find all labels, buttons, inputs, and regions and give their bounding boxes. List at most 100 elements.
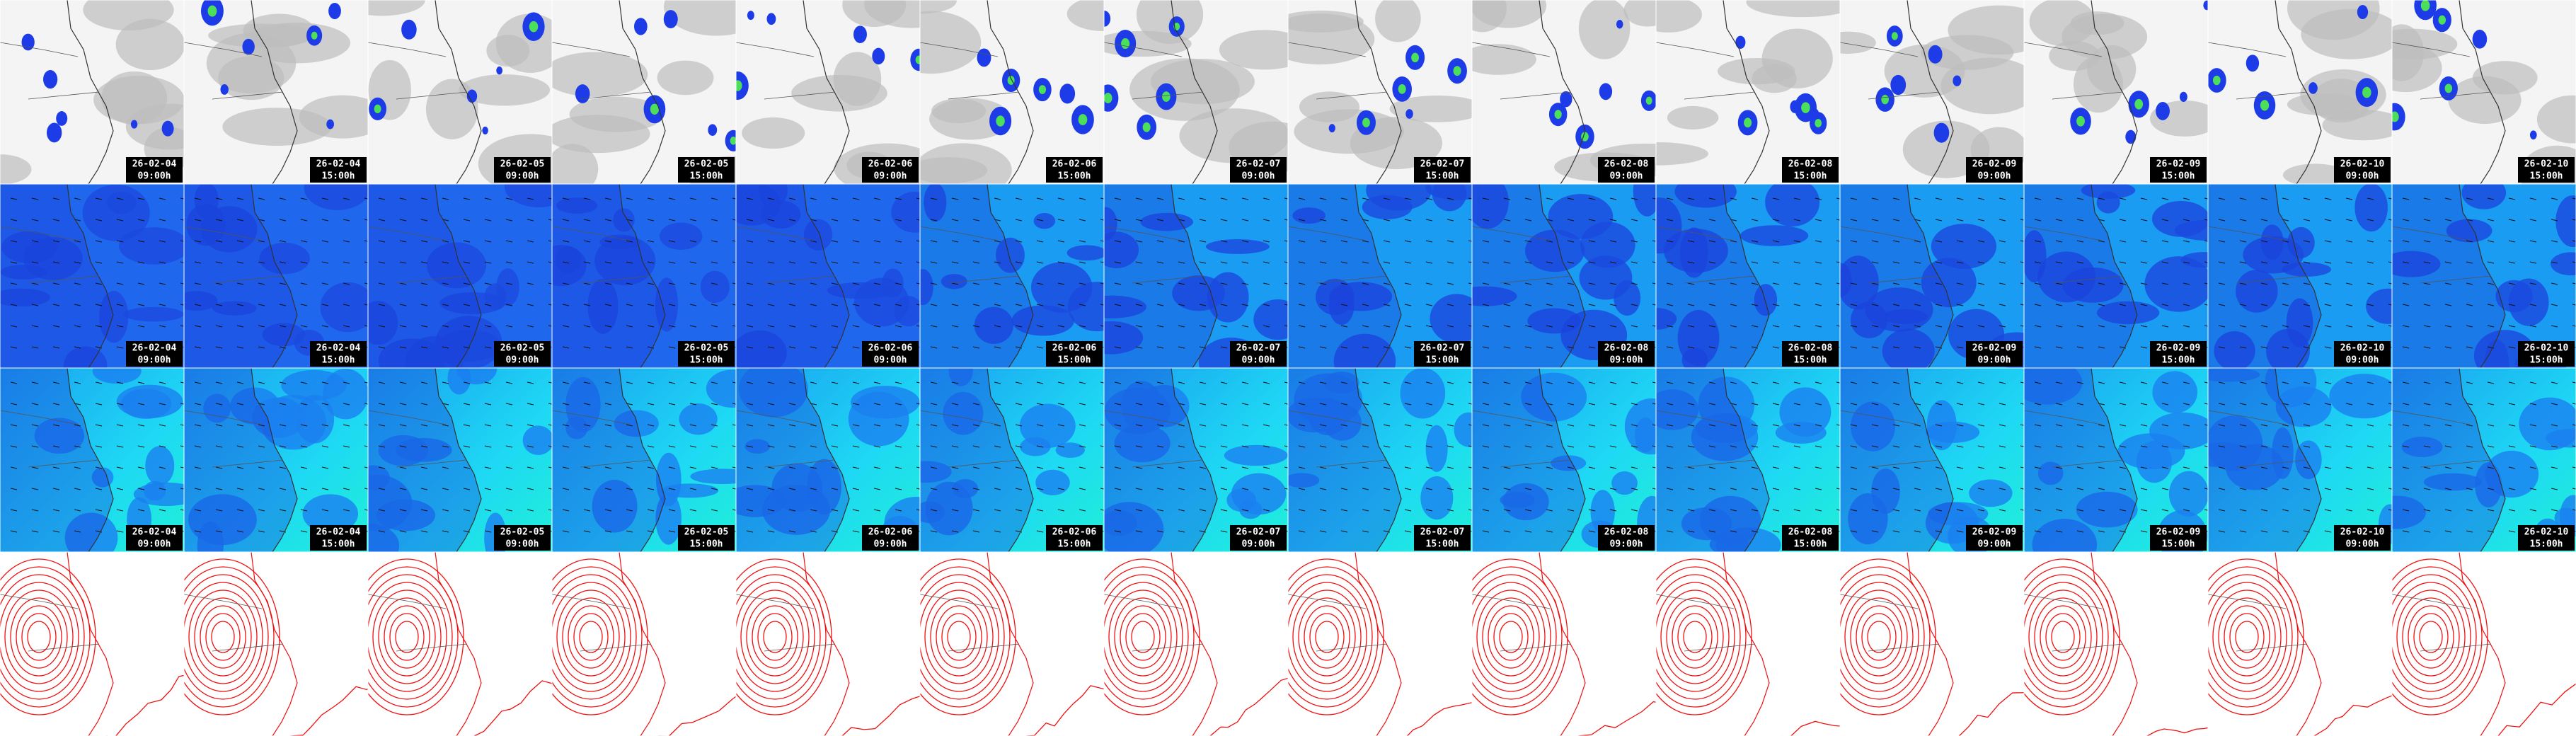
- wind-arrow: [194, 261, 202, 264]
- coastline: [803, 0, 850, 184]
- wind-arrow: [1524, 509, 1532, 512]
- wind-arrow: [2098, 466, 2105, 469]
- wind-arrow: [2551, 261, 2558, 264]
- wind-arrow: [604, 381, 612, 384]
- wind-arrow: [1383, 466, 1391, 469]
- field-patch: [744, 439, 770, 454]
- wind-arrow: [1999, 509, 2006, 512]
- wind-arrow: [2529, 219, 2537, 222]
- coastline: [803, 184, 850, 368]
- wind-arrow: [583, 488, 591, 490]
- field-patch: [1140, 212, 1193, 231]
- wind-arrow: [1815, 240, 1822, 243]
- wind-arrow: [505, 304, 513, 306]
- wind-arrow: [873, 304, 881, 306]
- wind-arrow: [378, 403, 386, 406]
- wind-arrow: [852, 509, 860, 512]
- coastline: [2459, 552, 2506, 736]
- wind-arrow: [1524, 261, 1532, 264]
- wind-arrow: [300, 197, 308, 200]
- wind-arrow: [137, 282, 145, 285]
- wind-arrow: [484, 509, 492, 512]
- wind-arrow: [2076, 197, 2084, 200]
- wind-arrow: [1524, 403, 1532, 406]
- field-patch: [1882, 328, 1935, 368]
- field-patch: [2168, 471, 2208, 517]
- wind-arrow: [1404, 240, 1412, 243]
- coastline: [1171, 368, 1218, 552]
- wind-arrow: [689, 509, 697, 512]
- field-patch: [2272, 427, 2294, 479]
- wind-arrow: [972, 445, 980, 448]
- wind-arrow: [604, 509, 612, 512]
- field-patch: [655, 277, 679, 332]
- wind-arrow: [378, 325, 386, 328]
- wind-arrow: [2260, 304, 2268, 306]
- wind-arrow: [279, 282, 287, 285]
- tile-time: 09:00h: [1610, 539, 1643, 550]
- wind-arrow: [972, 346, 980, 349]
- wind-arrow: [1199, 509, 1207, 512]
- cloud: [742, 117, 805, 149]
- wind-arrow: [668, 282, 676, 285]
- border: [736, 42, 836, 100]
- isoline: [378, 597, 436, 677]
- land-shade: [0, 368, 113, 552]
- wind-arrow: [1567, 282, 1575, 285]
- border: [184, 594, 284, 652]
- wind-arrow: [2119, 197, 2127, 200]
- tile-date: 26-02-05: [500, 527, 545, 538]
- wind-arrow: [300, 403, 308, 406]
- wind-arrow: [2345, 219, 2353, 222]
- wind-arrow: [994, 325, 1001, 328]
- wind-arrow: [1079, 219, 1086, 222]
- wind-arrow: [31, 346, 39, 349]
- wind-arrow: [1815, 424, 1822, 427]
- wind-arrow: [10, 282, 18, 285]
- field-patch: [0, 265, 47, 280]
- wind-arrow: [994, 240, 1001, 243]
- wind-arrow: [711, 509, 718, 512]
- wind-arrow: [2140, 509, 2148, 512]
- wind-arrow: [2303, 261, 2311, 264]
- isoline: [184, 558, 280, 715]
- wind-arrow: [2423, 304, 2431, 306]
- wind-arrow: [1135, 219, 1143, 222]
- coastline: [435, 0, 482, 184]
- map-tile: [920, 552, 1104, 736]
- wind-arrow: [1793, 424, 1801, 427]
- wind-arrow: [527, 219, 534, 222]
- wind-arrow: [1263, 403, 1270, 406]
- isoline: [1472, 574, 1557, 700]
- wind-arrow: [647, 325, 655, 328]
- label-box: [126, 341, 183, 367]
- wind-arrow: [1588, 403, 1596, 406]
- land-shade: [920, 184, 1033, 368]
- wind-arrow: [527, 197, 534, 200]
- wind-arrow: [1609, 219, 1617, 222]
- coastline: [2091, 552, 2138, 736]
- wind-arrow: [2508, 530, 2516, 533]
- tile-date: 26-02-06: [868, 343, 913, 354]
- isoline: [1131, 621, 1155, 653]
- land-shade: [1656, 184, 1769, 368]
- wind-arrow: [378, 346, 386, 349]
- wind-arrow: [2076, 466, 2084, 469]
- wind-arrow: [399, 304, 407, 306]
- precip-cell: [1933, 122, 1950, 143]
- wind-arrow: [1135, 403, 1143, 406]
- wind-arrow: [2529, 240, 2537, 243]
- wind-arrow: [1199, 240, 1207, 243]
- wind-arrow: [159, 466, 166, 469]
- isoline: [1840, 582, 1919, 692]
- land-shade: [1472, 368, 1585, 552]
- wind-arrow: [2324, 219, 2332, 222]
- wind-arrow: [1079, 304, 1086, 306]
- wind-arrow: [420, 466, 428, 469]
- wind-arrow: [1751, 381, 1759, 384]
- land-shade: [184, 184, 297, 368]
